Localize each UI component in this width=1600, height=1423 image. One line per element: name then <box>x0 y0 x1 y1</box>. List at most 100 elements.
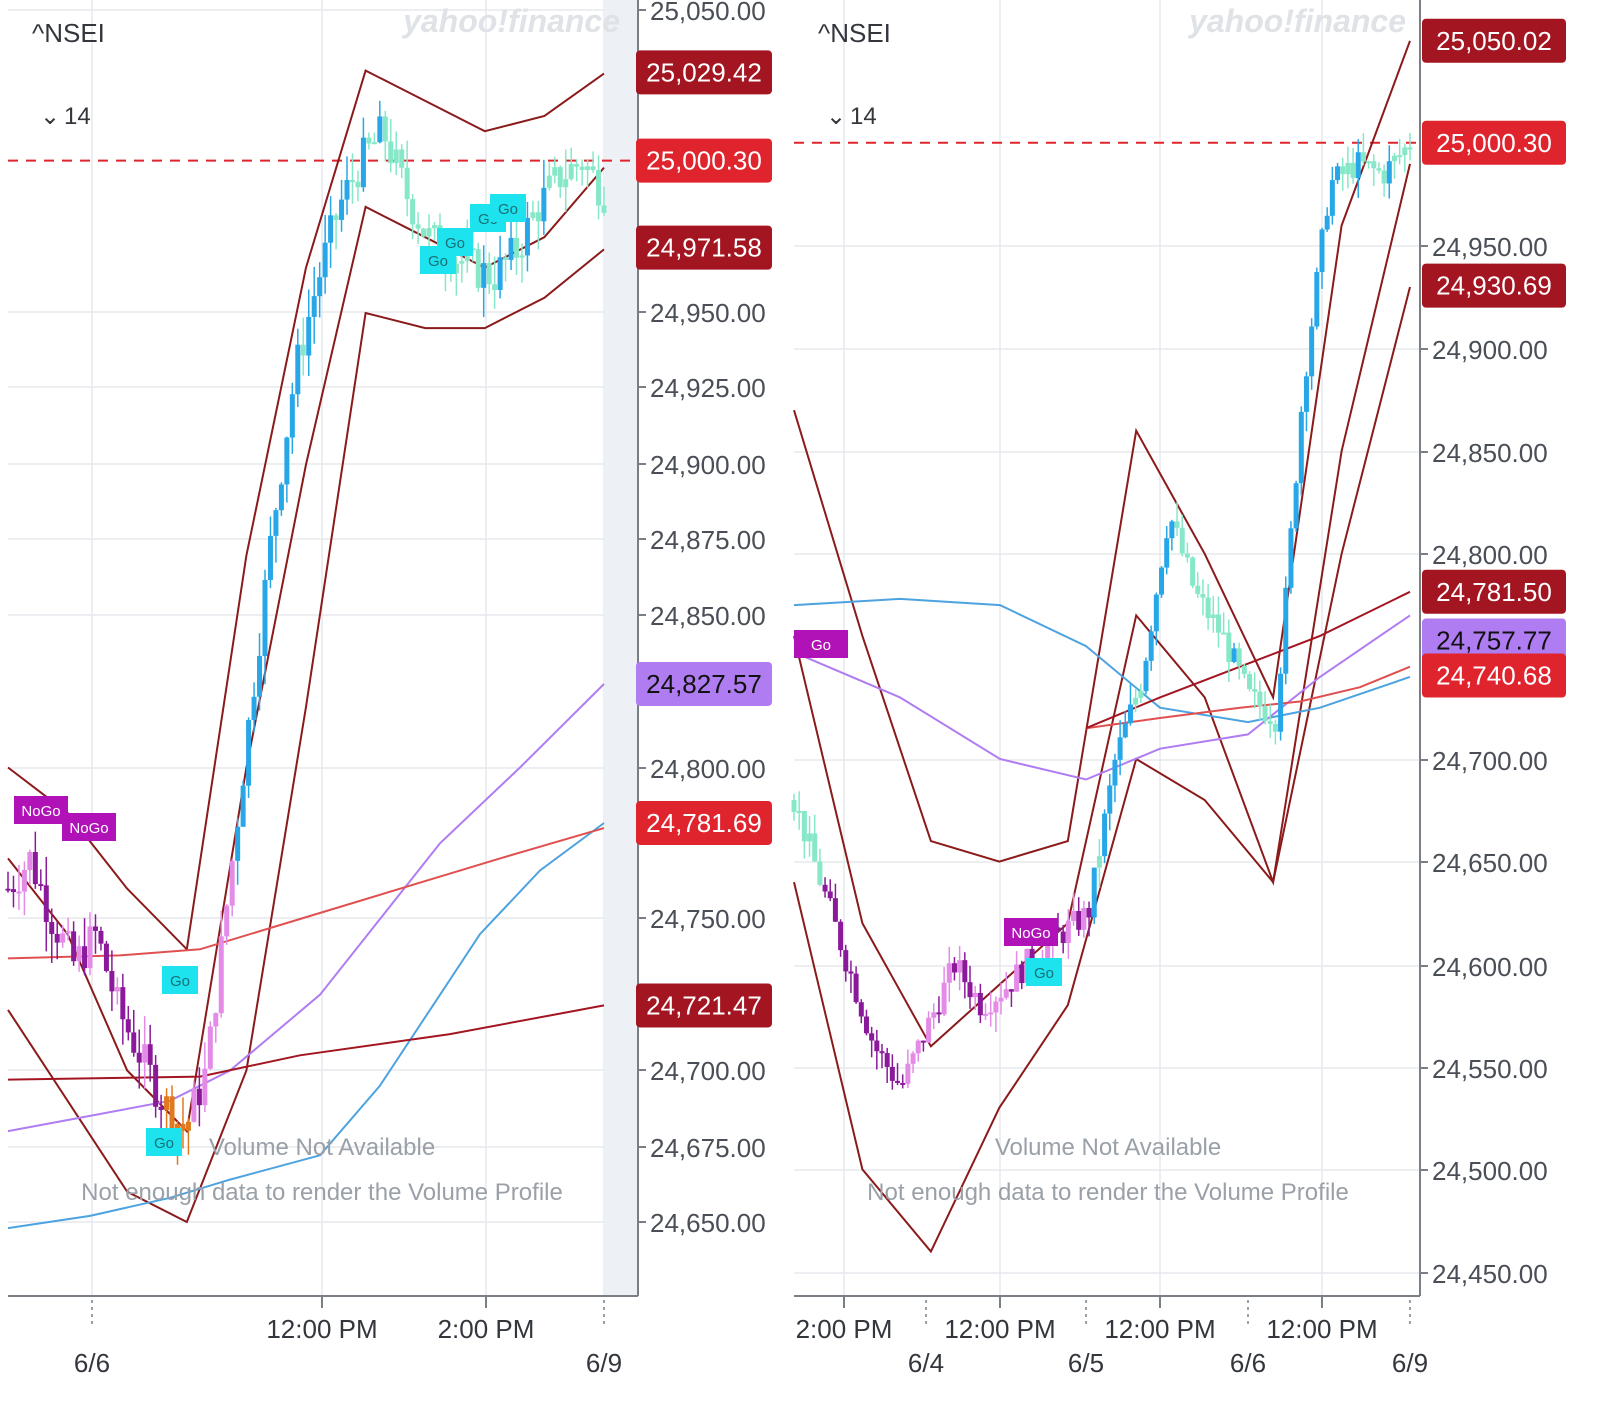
candle-body <box>1324 215 1330 230</box>
moving-average-line <box>793 614 1411 781</box>
candle-body <box>1179 527 1185 554</box>
x-time-label: 2:00 PM <box>796 1314 893 1344</box>
candle-body <box>1205 597 1211 618</box>
candle-body <box>158 1106 164 1110</box>
candle-body <box>817 861 823 885</box>
signal-label: NoGo <box>1011 925 1050 942</box>
candle-body <box>915 1040 921 1054</box>
candle-body <box>1350 162 1356 179</box>
candle-body <box>879 1051 885 1054</box>
candle-body <box>926 1017 932 1043</box>
candle-body <box>125 1019 131 1033</box>
x-date-label: 6/4 <box>908 1348 944 1378</box>
candle-body <box>1231 648 1237 662</box>
candle-body <box>951 963 957 973</box>
moving-average-line <box>7 827 605 960</box>
candle-body <box>388 141 394 164</box>
y-tick-label: 24,600.00 <box>1432 952 1548 982</box>
signal-label: Go <box>170 973 190 990</box>
price-tag <box>636 983 772 1028</box>
candle-body <box>1319 229 1325 272</box>
candle-body <box>946 963 952 983</box>
yahoo-finance-watermark: yahoo!finance <box>1187 3 1406 39</box>
candle-body <box>410 199 416 225</box>
y-tick-label: 24,550.00 <box>1432 1054 1548 1084</box>
chevron-down-icon: ⌄ <box>40 103 60 130</box>
candle-body <box>349 180 355 183</box>
price-tag <box>636 661 772 706</box>
y-tick-label: 24,850.00 <box>1432 438 1548 468</box>
candle-body <box>426 228 432 237</box>
candle-body <box>1252 688 1258 692</box>
candle-body <box>202 1068 208 1106</box>
candle-body <box>87 926 93 969</box>
candle-body <box>535 212 541 222</box>
candle-body <box>941 982 947 1015</box>
y-tick-label: 24,950.00 <box>1432 232 1548 262</box>
candle-body <box>1029 948 1035 966</box>
x-date-label: 6/9 <box>586 1348 622 1378</box>
price-tag <box>1422 653 1566 698</box>
candle-body <box>371 142 377 145</box>
price-tag <box>636 800 772 845</box>
candle-body <box>393 149 399 164</box>
candle-body <box>1138 691 1144 698</box>
candle-body <box>1117 737 1123 760</box>
price-tag-label: 24,757.77 <box>1436 625 1552 655</box>
candle-body <box>180 1123 186 1131</box>
candle-body <box>360 137 366 188</box>
candle-body <box>1407 147 1413 150</box>
candle-body <box>503 257 509 260</box>
x-time-label: 12:00 PM <box>1104 1314 1215 1344</box>
candle-body <box>848 971 854 974</box>
candle-body <box>1236 648 1242 666</box>
candle-body <box>131 1032 137 1053</box>
candle-body <box>1345 162 1351 175</box>
candle-body <box>993 1001 999 1013</box>
candle-body <box>585 166 591 170</box>
candle-body <box>103 943 109 972</box>
band-line-lo <box>7 248 605 1224</box>
candle-body <box>920 1040 926 1043</box>
candle-body <box>1360 152 1366 162</box>
candle-body <box>557 167 563 188</box>
candle-body <box>1309 326 1315 377</box>
interval-label: 14 <box>64 103 91 130</box>
y-tick-label: 24,850.00 <box>650 601 766 631</box>
candle-body <box>1262 706 1268 722</box>
x-time-label: 12:00 PM <box>1266 1314 1377 1344</box>
candle-body <box>983 1013 989 1016</box>
y-tick-label: 24,900.00 <box>1432 335 1548 365</box>
candle-body <box>16 891 22 894</box>
y-tick-label: 24,925.00 <box>650 373 766 403</box>
candle-body <box>574 164 580 167</box>
candle-body <box>1169 521 1175 539</box>
candle-body <box>895 1080 901 1083</box>
candle-body <box>1122 723 1128 738</box>
price-tag-label: 24,740.68 <box>1436 661 1552 691</box>
volume-notice: Volume Not Available <box>209 1134 435 1161</box>
price-tag-label: 25,000.30 <box>1436 128 1552 158</box>
price-tag-label: 25,000.30 <box>646 146 762 176</box>
candle-body <box>1065 920 1071 944</box>
candle-body <box>136 1052 142 1063</box>
candle-body <box>1019 964 1025 984</box>
yahoo-finance-watermark: yahoo!finance <box>401 3 620 39</box>
candle-body <box>240 785 246 827</box>
candle-body <box>1298 411 1304 484</box>
candle-body <box>153 1064 159 1107</box>
candle-body <box>546 175 552 188</box>
candle-body <box>235 826 241 861</box>
candle-body <box>1391 155 1397 162</box>
candle-body <box>98 930 104 944</box>
candle-body <box>1190 557 1196 586</box>
candle-body <box>552 167 558 176</box>
candle-body <box>801 811 807 842</box>
x-date-label: 6/5 <box>1068 1348 1104 1378</box>
candle-body <box>1303 376 1309 412</box>
candle-body <box>1076 911 1082 930</box>
y-tick-label: 24,450.00 <box>1432 1259 1548 1289</box>
candle-body <box>191 1088 197 1122</box>
candle-body <box>262 580 268 657</box>
candle-body <box>82 946 88 969</box>
